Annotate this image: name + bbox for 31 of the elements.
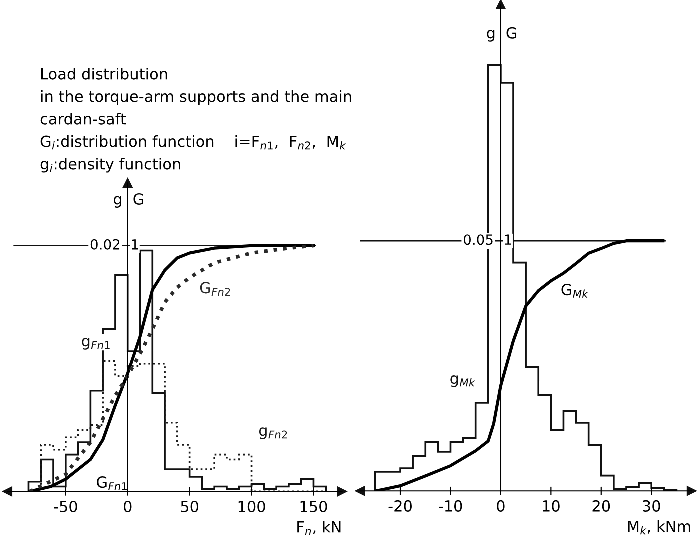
y2-axis-title: G bbox=[506, 27, 517, 39]
x-tick-label: 10 bbox=[543, 500, 560, 512]
chart-subtitle: in the torque-arm supports and the main cardan-saft bbox=[40, 90, 352, 125]
x-tick-label: -50 bbox=[54, 500, 78, 513]
text: G$_{i}$:distribution function i=F$_{n1}$, F$_{n2}$, M$_{k}$ bbox=[40, 136, 346, 150]
annotation: 1 bbox=[132, 240, 138, 250]
text: g$_{i}$:density function bbox=[40, 158, 180, 173]
y2-axis-title: G bbox=[134, 193, 144, 205]
x-axis-title: M$_{k}$, kNm bbox=[628, 520, 690, 535]
x-tick-label: 100 bbox=[238, 500, 266, 513]
x-axis-title: F$_{n}$, kN bbox=[298, 521, 341, 536]
x-tick-label: 50 bbox=[181, 500, 199, 513]
annotation: 0.02 bbox=[90, 239, 120, 250]
x-tick-label: 0 bbox=[124, 500, 132, 513]
annotation: 0.05 bbox=[464, 234, 493, 246]
x-tick-label: -20 bbox=[388, 500, 412, 512]
x-tick-label: 20 bbox=[592, 500, 610, 512]
series-label: G$_{Fn2}$ bbox=[200, 282, 230, 296]
series-label: g$_{Mk}$ bbox=[450, 376, 476, 388]
series-label: g$_{Fn1}$ bbox=[82, 338, 110, 350]
series-label: g$_{Fn2}$ bbox=[259, 428, 288, 440]
x-tick-label: 150 bbox=[300, 500, 328, 513]
x-tick-label: 30 bbox=[643, 500, 660, 512]
x-tick-label: 0 bbox=[497, 500, 505, 512]
y-axis-title: g bbox=[487, 30, 495, 42]
x-tick-label: -10 bbox=[439, 500, 462, 512]
series-label: G$_{Fn1}$ bbox=[97, 476, 127, 490]
chart-title: Load distribution bbox=[42, 68, 168, 80]
y-axis-title: g bbox=[114, 196, 122, 208]
series-label: G$_{Mk}$ bbox=[562, 284, 589, 298]
annotation: 1 bbox=[505, 234, 512, 245]
